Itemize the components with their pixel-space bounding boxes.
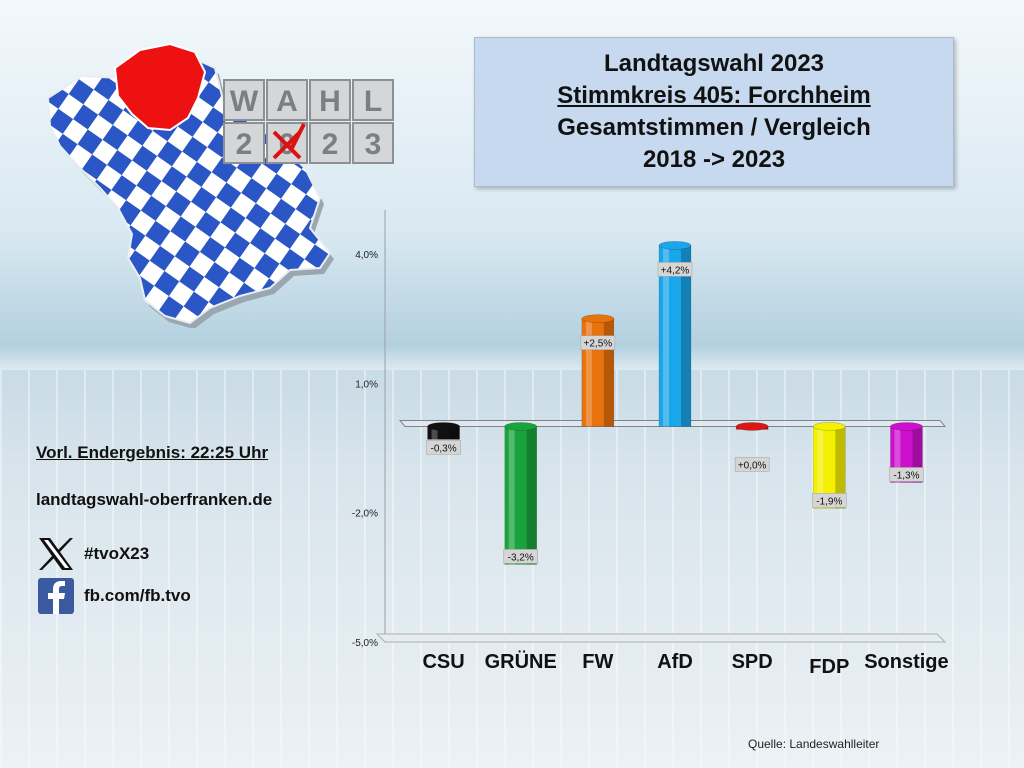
bar-group: +4,2%	[657, 241, 693, 427]
category-label: FW	[582, 651, 613, 673]
bar-shade	[526, 426, 537, 565]
bar-shade	[603, 318, 614, 427]
bar-highlight	[817, 426, 824, 509]
x-social[interactable]: #tvoX23	[36, 536, 149, 572]
category-label: FDP	[809, 656, 849, 678]
facebook-handle: fb.com/fb.tvo	[84, 586, 191, 605]
data-label-box	[734, 457, 770, 472]
data-label-box	[889, 467, 924, 482]
chart-floor	[375, 633, 947, 643]
bar-cap	[890, 422, 923, 431]
bar-shade	[449, 426, 460, 440]
x-handle: #tvoX23	[84, 544, 150, 563]
bar-highlight	[585, 318, 592, 427]
bar-highlight	[431, 426, 438, 440]
y-tick-label: 4,0%	[355, 250, 378, 261]
ballot-check-icon	[272, 123, 306, 160]
bar-cap	[581, 314, 615, 323]
bar-highlight	[894, 426, 901, 483]
result-time: Vorl. Endergebnis: 22:25 Uhr	[36, 443, 269, 462]
cube-letter: H	[319, 85, 341, 118]
bar-group: +2,5%	[580, 314, 616, 427]
bar-highlight	[663, 245, 669, 427]
bar-cap	[427, 422, 460, 431]
data-label: -1,9%	[816, 496, 842, 507]
bar-group: -1,9%	[812, 422, 847, 509]
bar-shade	[912, 426, 923, 483]
bar-cap	[735, 422, 769, 431]
bar-shade	[835, 426, 846, 509]
wahl-logo: W A H L 2 0 2 3	[46, 42, 394, 328]
bar-chart: 4,0% 1,0% -2,0% -5,0% -0,3% -3,2% +2,5% +4,2% +…	[352, 210, 949, 678]
chart-bars: -0,3% -3,2% +2,5% +4,2% +0,0% -1,9% -1,3%	[426, 241, 924, 565]
category-label: SPD	[732, 651, 773, 673]
data-label: -3,2%	[508, 552, 534, 563]
y-tick-label: 1,0%	[355, 379, 378, 390]
data-label: +4,2%	[661, 265, 690, 276]
facebook-social[interactable]: fb.com/fb.tvo	[36, 578, 191, 614]
cube-digit: 2	[322, 128, 339, 161]
x-logo-icon	[39, 538, 73, 570]
bar-cap	[658, 241, 692, 250]
bar-group: +0,0%	[734, 422, 770, 472]
cube-digit: 3	[365, 128, 382, 161]
data-label: -0,3%	[431, 443, 457, 454]
title-line-1: Landtagswahl 2023	[603, 50, 825, 77]
bar-group: -0,3%	[426, 422, 461, 455]
bar-group: -1,3%	[889, 422, 924, 483]
data-label-box	[657, 262, 693, 277]
category-label: CSU	[422, 651, 464, 673]
title-line-3: Gesamtstimmen / Vergleich	[557, 114, 871, 141]
y-tick-label: -2,0%	[352, 509, 378, 520]
data-label: -1,3%	[893, 470, 919, 481]
data-label-box	[580, 335, 616, 350]
data-label: +0,0%	[738, 460, 767, 471]
y-tick-labels: 4,0% 1,0% -2,0% -5,0%	[352, 250, 378, 649]
bavaria-map	[46, 50, 332, 325]
bar-group: -3,2%	[503, 422, 538, 565]
data-label-box	[426, 440, 461, 455]
title-line-4: 2018 -> 2023	[642, 146, 786, 173]
data-label-box	[812, 493, 847, 508]
category-labels: CSU GRÜNE FW AfD SPD FDP Sonstige	[422, 650, 948, 678]
y-tick-label: -5,0%	[352, 638, 378, 649]
data-label: +2,5%	[584, 339, 613, 350]
category-label: Sonstige	[864, 651, 948, 673]
cube-letter: W	[230, 85, 259, 118]
bar-shade	[681, 245, 691, 427]
wahl-cubes: W A H L 2 0 2 3	[223, 79, 394, 164]
data-label-box	[503, 549, 538, 564]
website-link[interactable]: landtagswahl-oberfranken.de	[36, 490, 273, 509]
bar-cap	[813, 422, 846, 431]
category-label: AfD	[657, 651, 693, 673]
category-label: GRÜNE	[485, 650, 557, 673]
source-note: Quelle: Landeswahlleiter	[748, 737, 880, 751]
cube-letter: L	[364, 85, 382, 118]
forchheim-region	[113, 42, 207, 132]
bar	[504, 426, 537, 565]
bar-cap	[504, 422, 537, 431]
cube-letter: A	[276, 85, 298, 118]
cube-digit: 2	[236, 128, 253, 161]
facebook-logo-icon	[38, 578, 74, 614]
bar-highlight	[508, 426, 515, 565]
title-box: Landtagswahl 2023 Stimmkreis 405: Forchh…	[474, 37, 954, 187]
title-line-2: Stimmkreis 405: Forchheim	[557, 82, 871, 109]
